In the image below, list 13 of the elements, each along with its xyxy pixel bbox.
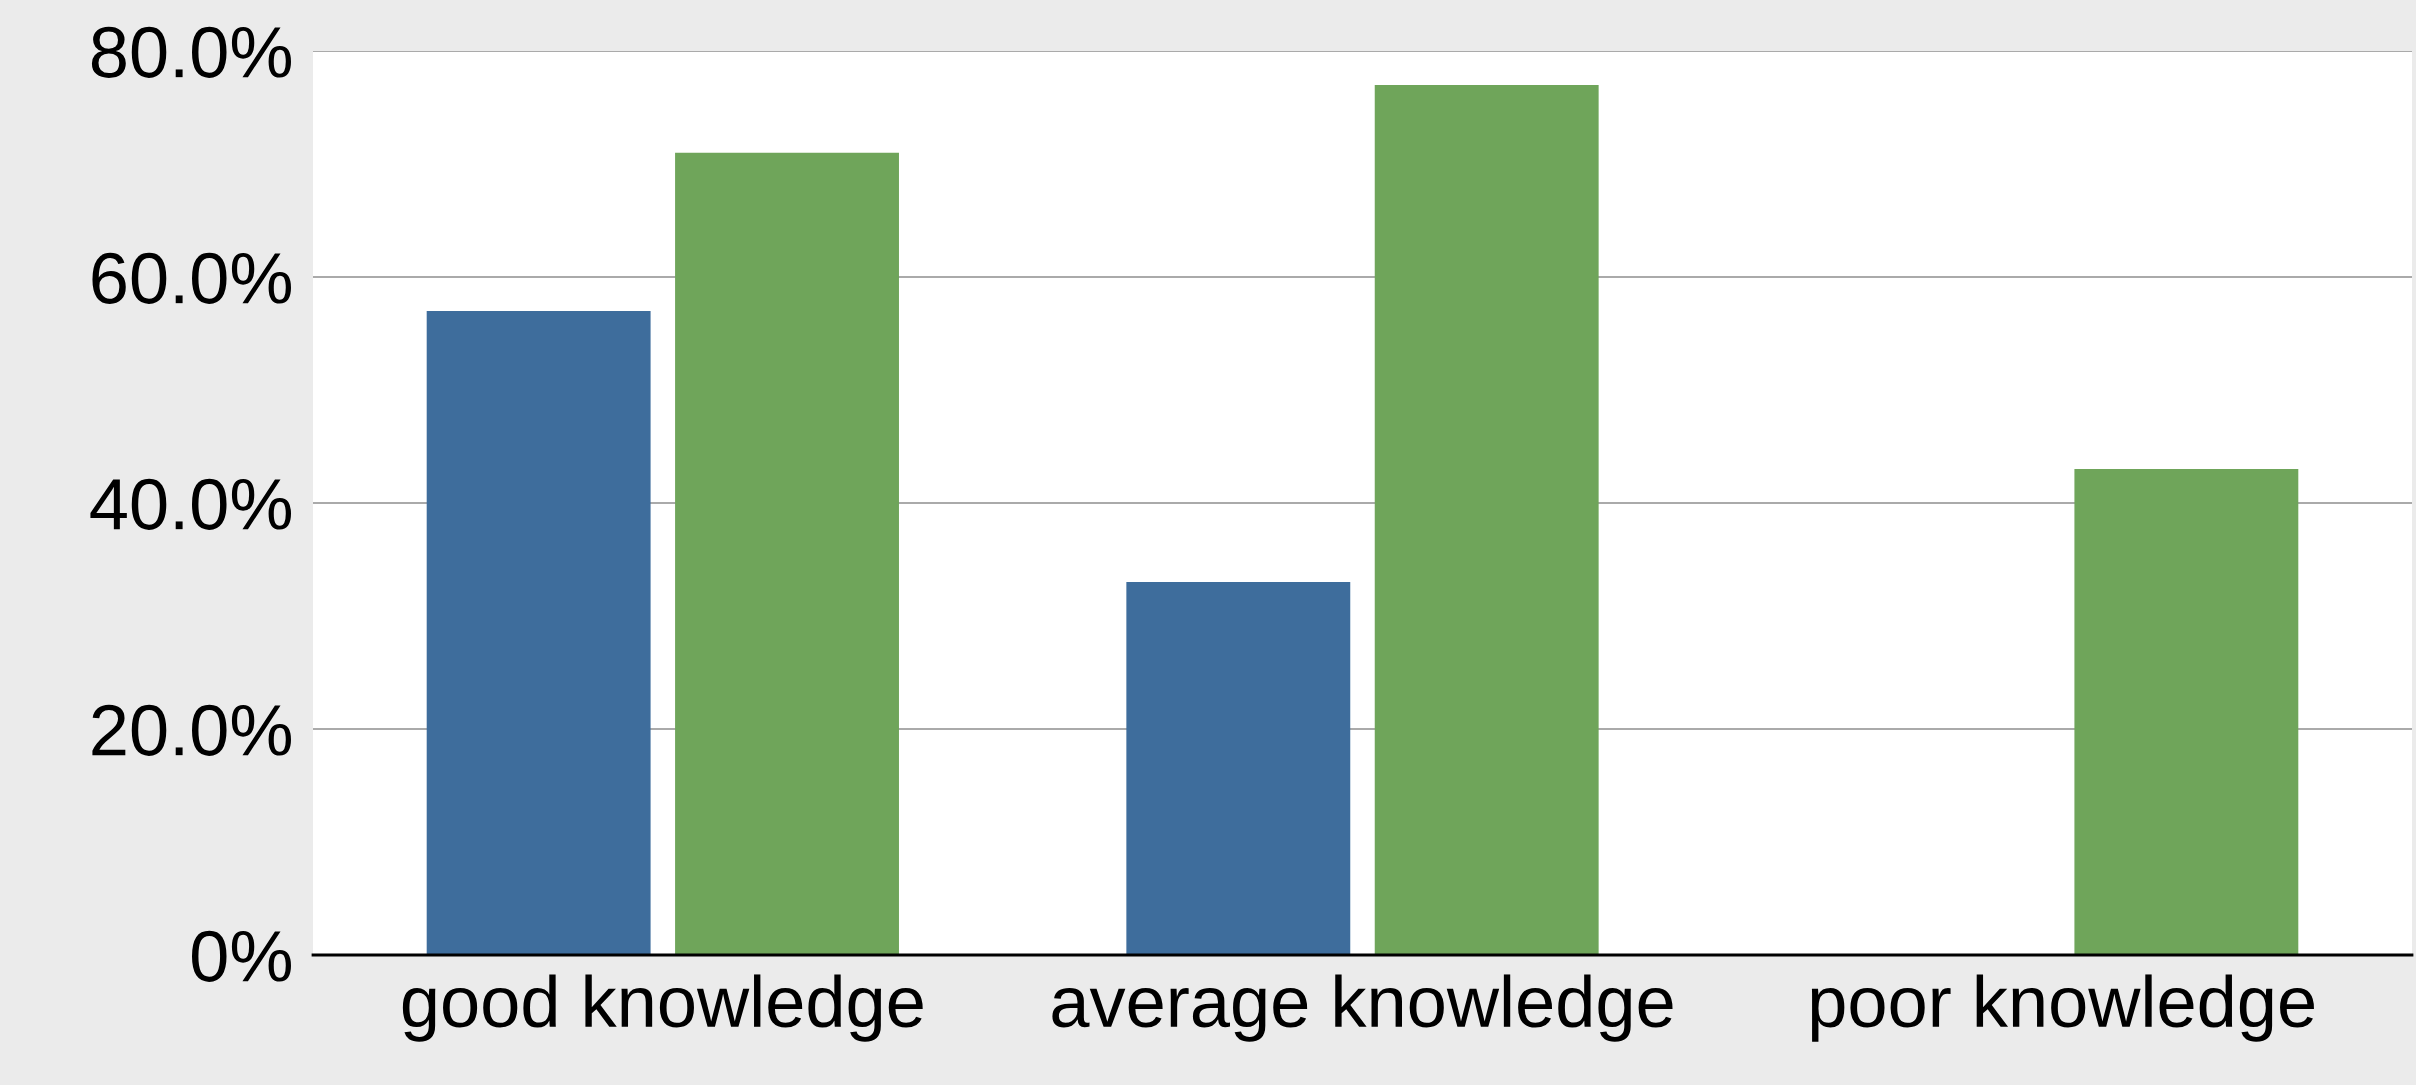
y-tick-label: 80.0% <box>91 26 291 78</box>
bar <box>2074 469 2299 955</box>
bar <box>426 310 651 955</box>
y-tick-label: 0% <box>191 930 291 982</box>
bar <box>675 152 899 955</box>
bar <box>1374 84 1599 955</box>
y-tick-label: 60.0% <box>92 252 291 304</box>
y-tick-label: 40.0% <box>90 478 291 530</box>
x-tick-label: average knowledge <box>1052 974 1673 1042</box>
y-tick-label: 20.0% <box>92 704 291 756</box>
x-tick-label: good knowledge <box>402 974 923 1042</box>
bar <box>1126 582 1351 955</box>
x-tick-label: poor knowledge <box>1811 974 2314 1042</box>
